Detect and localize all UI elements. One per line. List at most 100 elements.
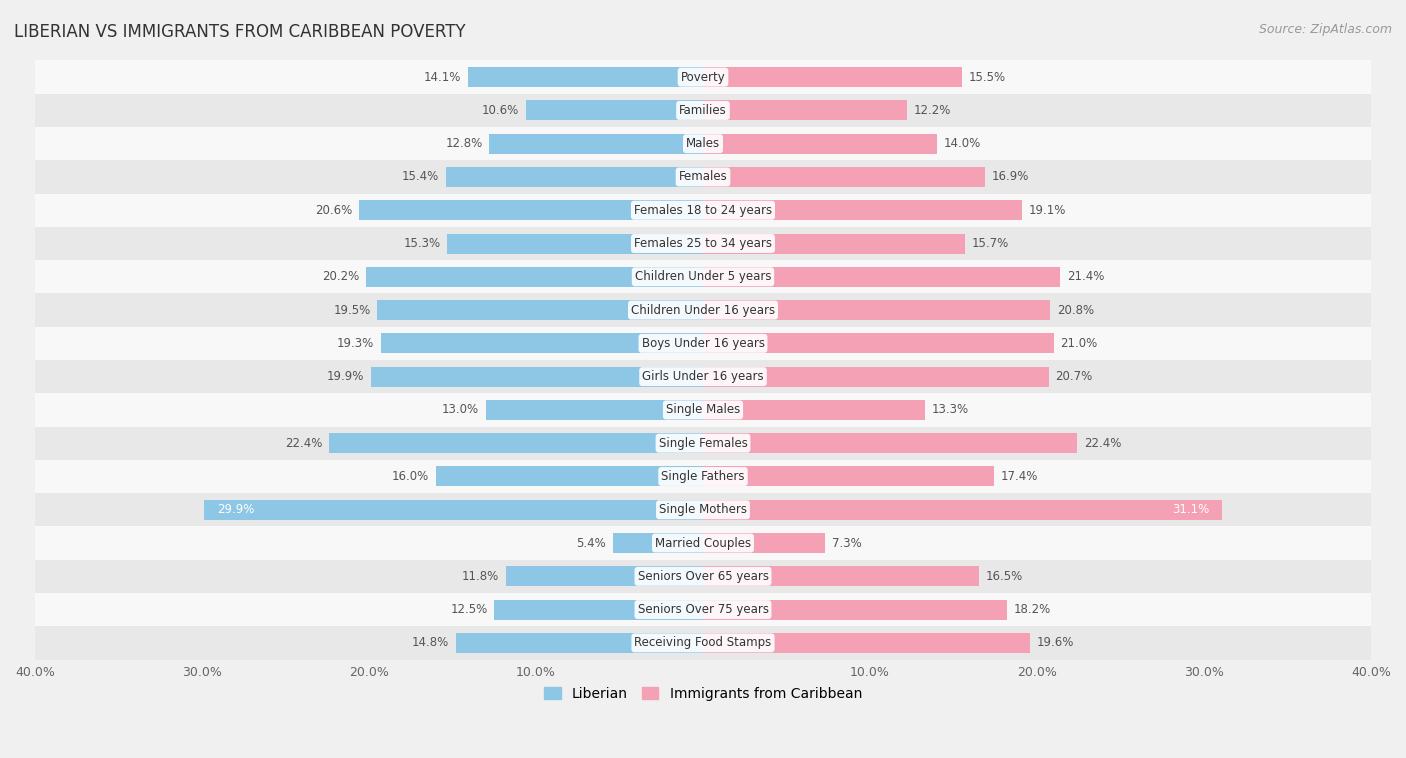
Text: 14.8%: 14.8% — [412, 637, 449, 650]
Text: Source: ZipAtlas.com: Source: ZipAtlas.com — [1258, 23, 1392, 36]
Text: Females 25 to 34 years: Females 25 to 34 years — [634, 237, 772, 250]
Text: 20.7%: 20.7% — [1056, 370, 1092, 383]
Bar — [35, 327, 1371, 360]
Text: 15.3%: 15.3% — [404, 237, 441, 250]
Bar — [35, 626, 1371, 659]
Bar — [489, 133, 703, 154]
Bar — [371, 367, 703, 387]
Bar — [35, 593, 1371, 626]
Bar — [703, 267, 1060, 287]
Text: 19.6%: 19.6% — [1038, 637, 1074, 650]
Bar — [703, 533, 825, 553]
Text: 19.3%: 19.3% — [336, 337, 374, 350]
Text: 20.2%: 20.2% — [322, 271, 359, 283]
Bar — [703, 400, 925, 420]
Text: 19.5%: 19.5% — [333, 303, 371, 317]
Bar — [381, 334, 703, 353]
Bar — [703, 633, 1031, 653]
Bar — [703, 100, 907, 121]
Text: 21.0%: 21.0% — [1060, 337, 1098, 350]
Bar — [366, 267, 703, 287]
Bar — [703, 300, 1050, 320]
Text: 16.5%: 16.5% — [986, 570, 1022, 583]
Text: Children Under 16 years: Children Under 16 years — [631, 303, 775, 317]
Bar — [506, 566, 703, 586]
Text: Single Females: Single Females — [658, 437, 748, 449]
Legend: Liberian, Immigrants from Caribbean: Liberian, Immigrants from Caribbean — [538, 681, 868, 706]
Text: 11.8%: 11.8% — [463, 570, 499, 583]
Text: Males: Males — [686, 137, 720, 150]
Text: LIBERIAN VS IMMIGRANTS FROM CARIBBEAN POVERTY: LIBERIAN VS IMMIGRANTS FROM CARIBBEAN PO… — [14, 23, 465, 41]
Bar — [35, 127, 1371, 161]
Bar — [446, 167, 703, 187]
Text: Seniors Over 75 years: Seniors Over 75 years — [637, 603, 769, 616]
Bar — [456, 633, 703, 653]
Bar — [613, 533, 703, 553]
Text: Females: Females — [679, 171, 727, 183]
Bar — [35, 427, 1371, 460]
Bar — [703, 367, 1049, 387]
Bar — [35, 61, 1371, 94]
Bar — [35, 493, 1371, 526]
Text: Families: Families — [679, 104, 727, 117]
Text: 15.7%: 15.7% — [972, 237, 1010, 250]
Bar — [703, 133, 936, 154]
Text: 31.1%: 31.1% — [1171, 503, 1209, 516]
Text: 12.5%: 12.5% — [450, 603, 488, 616]
Text: Married Couples: Married Couples — [655, 537, 751, 550]
Bar — [486, 400, 703, 420]
Text: 20.6%: 20.6% — [315, 204, 353, 217]
Text: 18.2%: 18.2% — [1014, 603, 1050, 616]
Text: 16.9%: 16.9% — [993, 171, 1029, 183]
Bar — [703, 167, 986, 187]
Text: 16.0%: 16.0% — [392, 470, 429, 483]
Bar — [703, 233, 965, 253]
Text: 22.4%: 22.4% — [285, 437, 322, 449]
Bar — [447, 233, 703, 253]
Bar — [703, 466, 994, 487]
Bar — [703, 67, 962, 87]
Text: 13.0%: 13.0% — [441, 403, 479, 416]
Text: 29.9%: 29.9% — [217, 503, 254, 516]
Text: Seniors Over 65 years: Seniors Over 65 years — [637, 570, 769, 583]
Text: 22.4%: 22.4% — [1084, 437, 1121, 449]
Bar — [329, 434, 703, 453]
Bar — [703, 500, 1222, 520]
Bar — [703, 200, 1022, 221]
Text: 17.4%: 17.4% — [1000, 470, 1038, 483]
Bar — [35, 559, 1371, 593]
Bar — [35, 460, 1371, 493]
Bar — [35, 293, 1371, 327]
Bar — [703, 600, 1007, 619]
Bar — [703, 434, 1077, 453]
Text: 13.3%: 13.3% — [932, 403, 969, 416]
Text: 19.9%: 19.9% — [326, 370, 364, 383]
Bar — [468, 67, 703, 87]
Bar — [35, 393, 1371, 427]
Text: Children Under 5 years: Children Under 5 years — [634, 271, 772, 283]
Text: Single Fathers: Single Fathers — [661, 470, 745, 483]
Text: 15.5%: 15.5% — [969, 70, 1005, 83]
Text: Poverty: Poverty — [681, 70, 725, 83]
Bar — [35, 161, 1371, 193]
Bar — [359, 200, 703, 221]
Text: 20.8%: 20.8% — [1057, 303, 1094, 317]
Text: 5.4%: 5.4% — [576, 537, 606, 550]
Bar — [495, 600, 703, 619]
Bar — [35, 360, 1371, 393]
Text: Boys Under 16 years: Boys Under 16 years — [641, 337, 765, 350]
Text: 21.4%: 21.4% — [1067, 271, 1105, 283]
Bar — [436, 466, 703, 487]
Bar — [204, 500, 703, 520]
Text: Females 18 to 24 years: Females 18 to 24 years — [634, 204, 772, 217]
Text: 12.8%: 12.8% — [446, 137, 482, 150]
Text: Receiving Food Stamps: Receiving Food Stamps — [634, 637, 772, 650]
Bar — [35, 193, 1371, 227]
Text: Single Males: Single Males — [666, 403, 740, 416]
Text: 7.3%: 7.3% — [831, 537, 862, 550]
Text: 19.1%: 19.1% — [1029, 204, 1066, 217]
Bar — [526, 100, 703, 121]
Text: Girls Under 16 years: Girls Under 16 years — [643, 370, 763, 383]
Bar — [377, 300, 703, 320]
Bar — [35, 227, 1371, 260]
